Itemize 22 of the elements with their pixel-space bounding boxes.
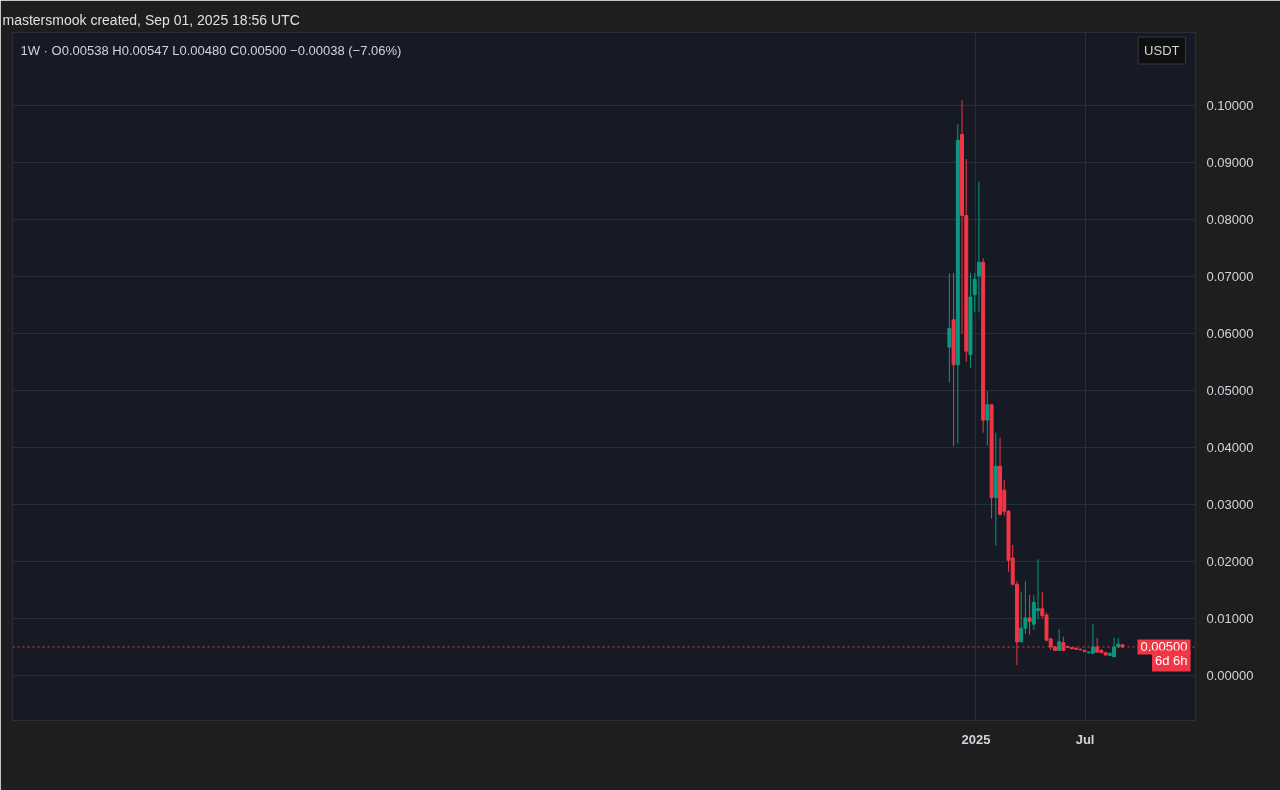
x-tick-label: 2025 [961, 731, 991, 747]
y-tick-label: 0.07000 [1206, 268, 1254, 284]
y-tick-label: 0.04000 [1206, 439, 1254, 455]
y-tick-label: 0.10000 [1206, 97, 1254, 113]
y-tick-label: 0.02000 [1206, 553, 1254, 569]
candlestick [976, 181, 981, 313]
candlestick [1027, 594, 1032, 635]
ref-line-label: 0.00500 6d 6h [1140, 639, 1188, 669]
y-tick-label: 0.06000 [1206, 325, 1254, 341]
candlestick [985, 390, 990, 446]
y-tick-label: 0.00000 [1206, 667, 1254, 683]
y-tick-label: 0.03000 [1206, 496, 1254, 512]
candlestick [947, 272, 952, 383]
x-tick-label: Jul [1075, 731, 1095, 747]
text: 1W · O0.00538 H0.00547 L0.00480 C0.00500 −0.00038 (−7.06%) [20, 43, 402, 58]
y-tick-label: 0.08000 [1206, 211, 1254, 227]
y-tick-label: 0.05000 [1206, 382, 1254, 398]
candlestick [1019, 591, 1024, 643]
y-axis-title: USDT [1144, 43, 1180, 58]
y-tick-label: 0.01000 [1206, 610, 1254, 626]
text: mastersmook created, Sep 01, 2025 18:56 UTC [2, 11, 300, 28]
y-tick-label: 0.09000 [1206, 154, 1254, 170]
